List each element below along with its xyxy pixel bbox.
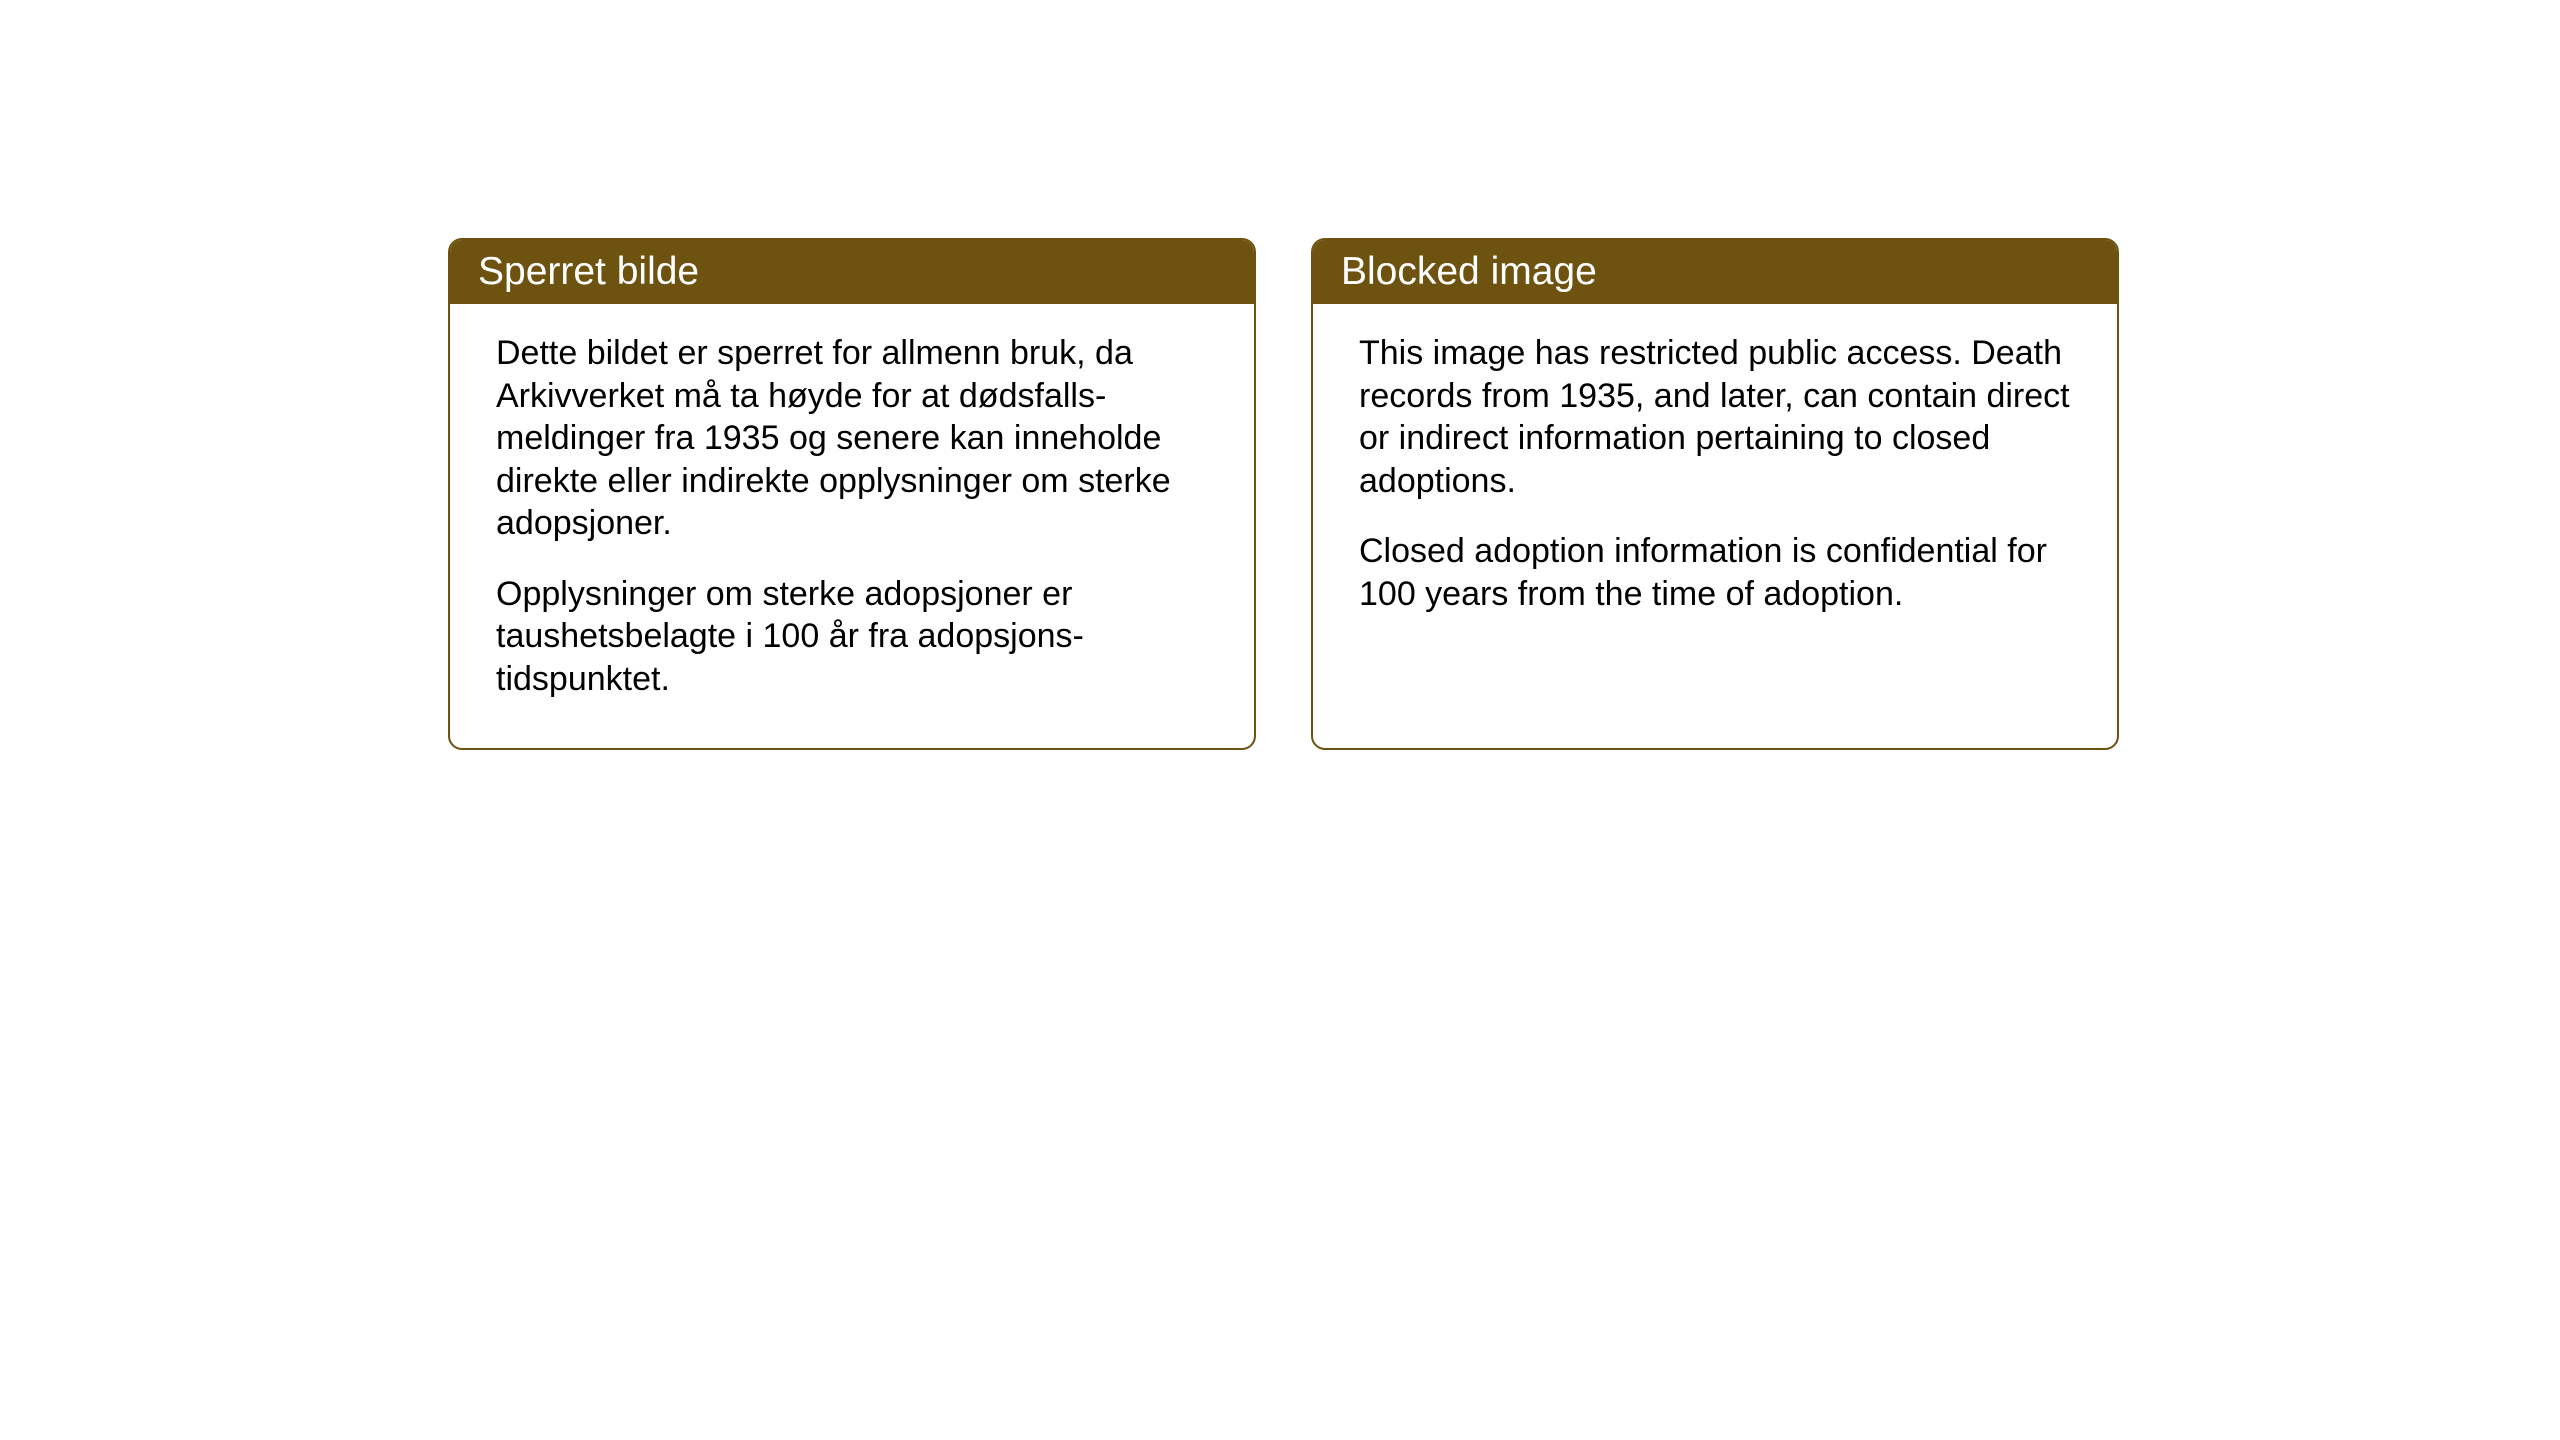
- card-body-norwegian: Dette bildet er sperret for allmenn bruk…: [450, 304, 1254, 736]
- card-title-english: Blocked image: [1341, 250, 1597, 293]
- card-title-norwegian: Sperret bilde: [478, 250, 699, 293]
- notice-cards-container: Sperret bilde Dette bildet er sperret fo…: [448, 238, 2119, 750]
- card-paragraph-english-1: This image has restricted public access.…: [1359, 332, 2071, 502]
- vertical-scrollbar[interactable]: [2530, 0, 2560, 1440]
- card-body-english: This image has restricted public access.…: [1313, 304, 2117, 651]
- notice-card-norwegian: Sperret bilde Dette bildet er sperret fo…: [448, 238, 1256, 750]
- card-paragraph-english-2: Closed adoption information is confident…: [1359, 530, 2071, 615]
- card-header-english: Blocked image: [1313, 240, 2117, 304]
- card-paragraph-norwegian-2: Opplysninger om sterke adopsjoner er tau…: [496, 573, 1208, 701]
- card-paragraph-norwegian-1: Dette bildet er sperret for allmenn bruk…: [496, 332, 1208, 545]
- scrollbar-track[interactable]: [2530, 0, 2560, 1440]
- card-header-norwegian: Sperret bilde: [450, 240, 1254, 304]
- notice-card-english: Blocked image This image has restricted …: [1311, 238, 2119, 750]
